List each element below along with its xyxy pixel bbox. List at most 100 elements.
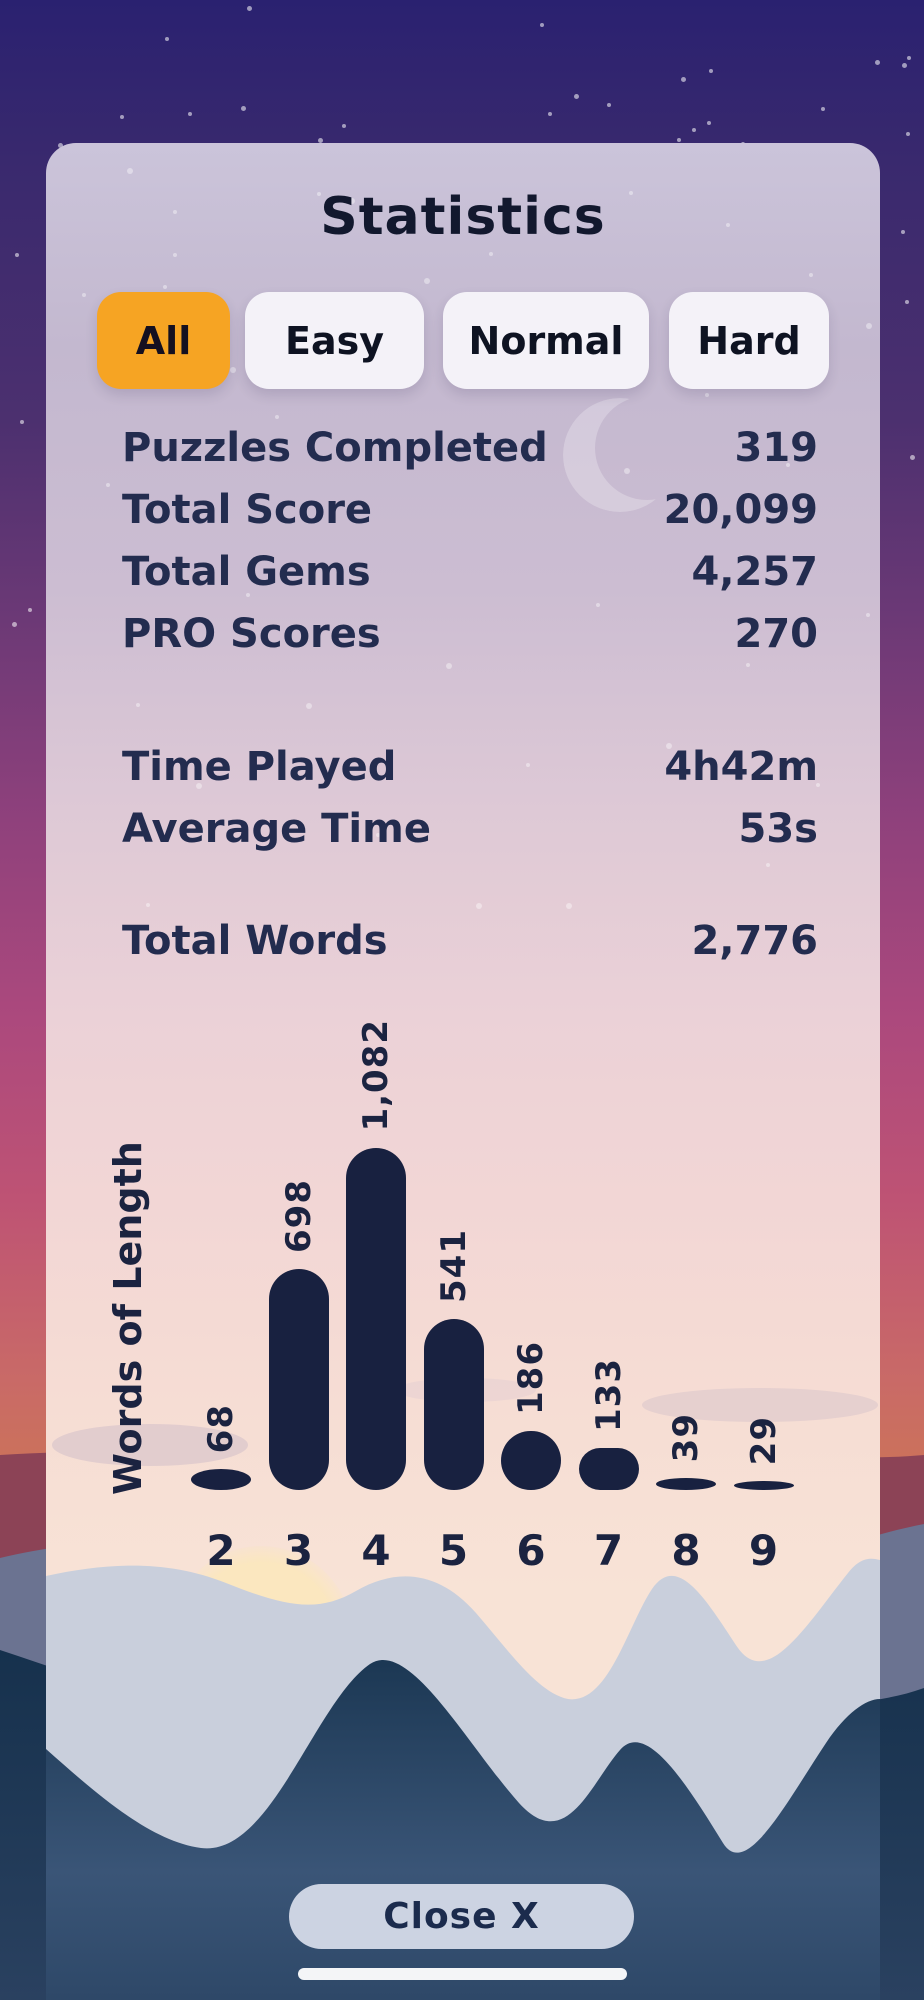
bar-length-5 [423, 1319, 484, 1490]
star [476, 903, 482, 909]
bar-value-label: 186 [511, 1341, 551, 1415]
stat-value: 319 [734, 425, 819, 471]
stat-label: Average Time [122, 806, 431, 852]
star [12, 622, 17, 627]
star [607, 103, 611, 107]
spacer [122, 860, 818, 910]
mountain-dark-inside [46, 1659, 880, 2000]
star [165, 37, 169, 41]
star [196, 783, 202, 789]
x-axis-label: 9 [748, 1526, 779, 1575]
star [120, 115, 124, 119]
tab-hard[interactable]: Hard [669, 292, 829, 389]
bar-length-9 [733, 1481, 794, 1490]
star [275, 415, 279, 419]
star [677, 138, 681, 142]
bar-length-7 [578, 1448, 639, 1490]
stat-group: Total Words 2,776 [122, 910, 818, 972]
x-axis-label: 2 [206, 1526, 236, 1575]
star [746, 663, 750, 667]
stat-value: 4,257 [691, 549, 818, 595]
star [127, 168, 133, 174]
star [666, 743, 672, 749]
star [20, 420, 24, 424]
star [188, 112, 192, 116]
tab-all[interactable]: All [97, 292, 230, 389]
star [58, 143, 63, 148]
star [241, 106, 246, 111]
star [907, 56, 911, 60]
stat-value: 270 [734, 611, 819, 657]
star [106, 483, 110, 487]
stat-row: Total Gems 4,257 [122, 541, 818, 603]
star [136, 703, 140, 707]
bar-value-label: 1,082 [356, 1019, 396, 1132]
star [246, 593, 250, 597]
star [740, 555, 744, 559]
star [902, 63, 907, 68]
stat-label: Total Words [122, 918, 388, 964]
crescent-moon [563, 398, 677, 512]
star [596, 603, 600, 607]
star [489, 252, 493, 256]
star [540, 23, 544, 27]
star [629, 191, 633, 195]
star [624, 468, 630, 474]
stat-label: Time Played [122, 744, 397, 790]
star [705, 393, 709, 397]
cloud [52, 1424, 248, 1466]
star [146, 903, 150, 907]
star [526, 763, 530, 767]
page-title: Statistics [320, 187, 606, 247]
star [376, 833, 380, 837]
stat-label: Total Score [122, 487, 373, 533]
stat-row: Average Time 53s [122, 798, 818, 860]
cloud [642, 1388, 878, 1422]
stat-row: Time Played 4h42m [122, 736, 818, 798]
star [906, 132, 910, 136]
modal-mountains [46, 1558, 880, 2000]
star [342, 124, 346, 128]
star [709, 69, 713, 73]
star [15, 253, 19, 257]
stat-value: 4h42m [664, 744, 818, 790]
star [173, 210, 177, 214]
stat-value: 53s [738, 806, 818, 852]
bar-length-3 [268, 1269, 329, 1490]
star [574, 94, 579, 99]
close-button[interactable]: Close X [289, 1884, 634, 1949]
stat-group: Time Played 4h42m Average Time 53s [122, 736, 818, 860]
bar-value-label: 39 [666, 1412, 706, 1462]
stat-label: Puzzles Completed [122, 425, 548, 471]
star [866, 323, 872, 329]
x-axis-label: 5 [438, 1526, 469, 1575]
stat-row: Total Words 2,776 [122, 910, 818, 972]
star [809, 273, 813, 277]
star [910, 455, 915, 460]
home-indicator[interactable] [298, 1968, 627, 1980]
star [707, 121, 711, 125]
tab-normal[interactable]: Normal [443, 292, 649, 389]
star [901, 230, 905, 234]
stat-row: Total Score 20,099 [122, 479, 818, 541]
bar-value-label: 133 [588, 1358, 629, 1432]
bar-value-label: 29 [743, 1415, 784, 1465]
star [726, 223, 730, 227]
star [786, 463, 790, 467]
stats-list: Puzzles Completed 319 Total Score 20,099 Tot… [122, 417, 818, 972]
stat-label: PRO Scores [122, 611, 381, 657]
tab-easy[interactable]: Easy [245, 292, 424, 389]
star [875, 60, 880, 65]
x-axis-label: 7 [593, 1526, 624, 1575]
star [28, 608, 32, 612]
x-axis-label: 3 [283, 1526, 314, 1575]
star [821, 107, 825, 111]
x-axis-label: 4 [361, 1526, 391, 1575]
bar-length-6 [501, 1431, 561, 1490]
star [866, 613, 870, 617]
stat-group: Puzzles Completed 319 Total Score 20,099 Tot… [122, 417, 818, 665]
star [317, 192, 321, 196]
bar-value-label: 698 [278, 1179, 319, 1253]
star [318, 138, 323, 143]
